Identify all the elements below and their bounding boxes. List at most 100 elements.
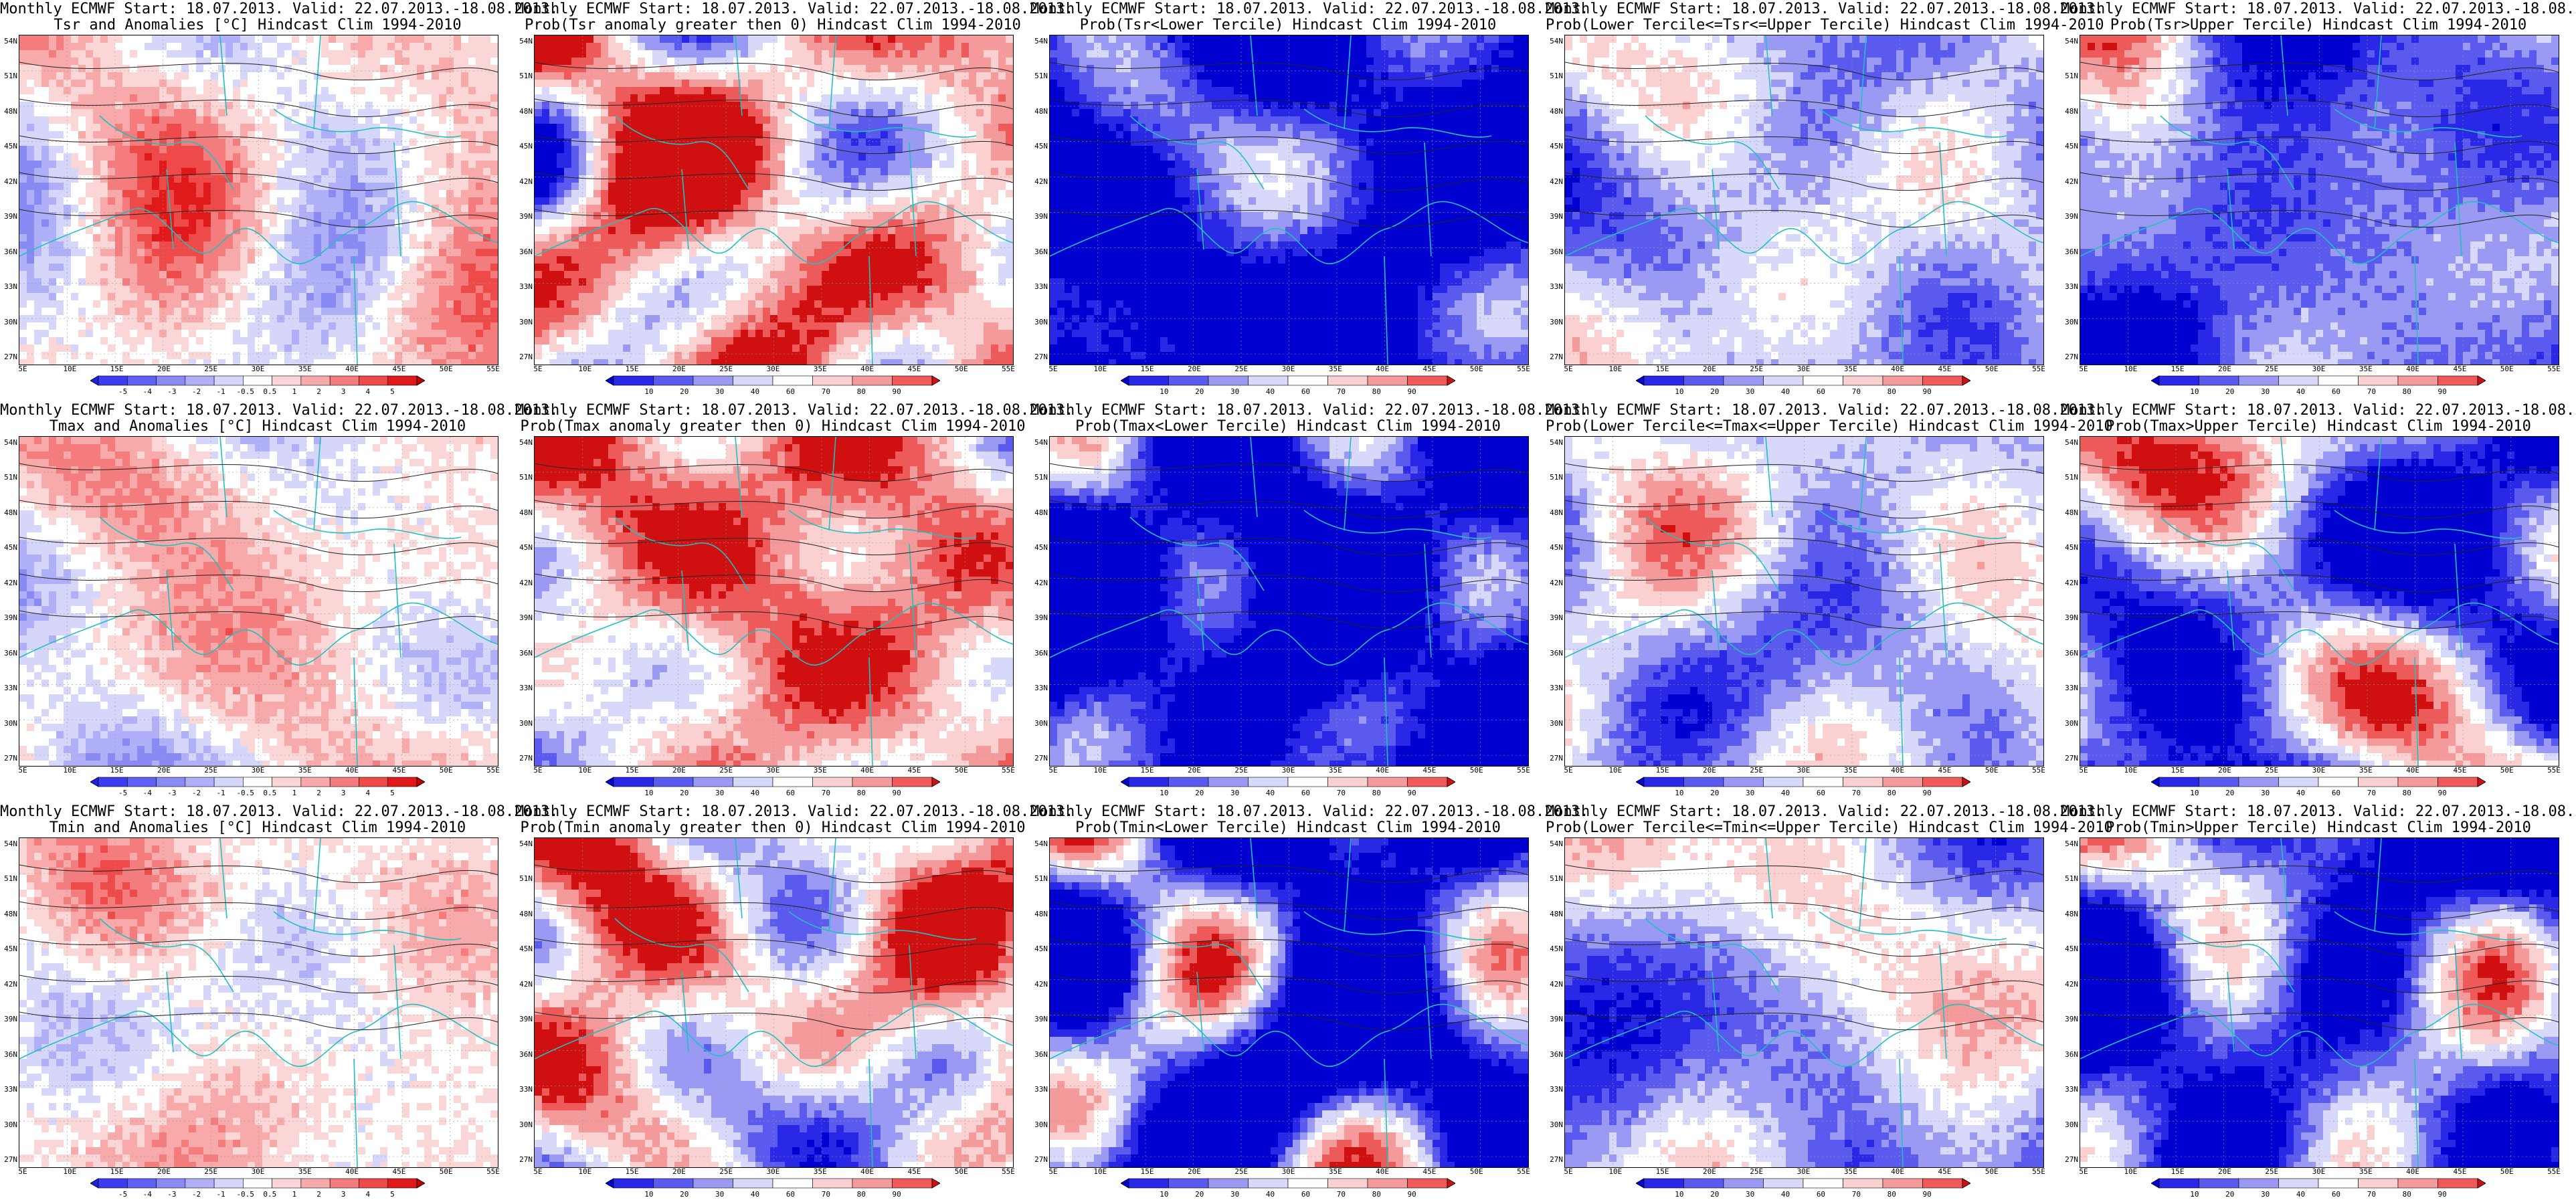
map-panel: Monthly ECMWF Start: 18.07.2013. Valid: …: [1030, 803, 1588, 1204]
latitude-label: 39N: [0, 614, 17, 622]
colorbar-tick-label: 30: [1230, 388, 1239, 396]
latitude-label: 33N: [1030, 684, 1048, 692]
coastline-borders: [1050, 35, 1528, 365]
forecast-field-plot: [535, 35, 1013, 365]
colorbar-tick-label: 30: [2261, 789, 2270, 797]
climatology-contour: [19, 62, 498, 81]
longitude-label: 25E: [719, 365, 733, 373]
latitude-label: 51N: [1030, 72, 1048, 80]
climatology-contour: [1565, 975, 2043, 994]
colorbar-tick-label: 70: [2367, 388, 2376, 396]
longitude-label: 30E: [1797, 1168, 1811, 1176]
latitude-label: 54N: [1546, 37, 1563, 45]
forecast-map: [19, 35, 498, 365]
climatology-contour: [19, 1011, 498, 1031]
climatology-contour: [19, 901, 498, 920]
latitude-label: 27N: [1546, 353, 1563, 361]
longitude-label: 25E: [1234, 767, 1248, 775]
latitude-label: 30N: [515, 719, 533, 728]
longitude-label: 55E: [1517, 767, 1530, 775]
map-panel: Monthly ECMWF Start: 18.07.2013. Valid: …: [1546, 0, 2104, 401]
latitude-label: 45N: [0, 945, 17, 953]
colorbar-tick-label: 60: [2332, 789, 2340, 797]
latitude-label: 42N: [1030, 579, 1048, 587]
climatology-contour: [535, 610, 1013, 629]
longitude-label: 35E: [1844, 365, 1857, 373]
latitude-label: 48N: [1030, 107, 1048, 116]
climatology-contour: [1050, 901, 1528, 920]
longitude-label: 25E: [204, 767, 217, 775]
colorbar: [1120, 375, 1456, 387]
longitude-label: 45E: [1422, 365, 1436, 373]
coastline-borders: [19, 35, 498, 365]
colorbar-tick-label: 20: [680, 789, 688, 797]
longitude-label: 25E: [1750, 1168, 1763, 1176]
latitude-label: 39N: [1030, 213, 1048, 221]
forecast-map: [19, 837, 498, 1168]
climatology-contour: [2080, 135, 2559, 155]
panel-title-run: Monthly ECMWF Start: 18.07.2013. Valid: …: [2061, 804, 2576, 820]
climatology-contour: [19, 864, 498, 884]
latitude-label: 39N: [515, 614, 533, 622]
longitude-label: 50E: [2500, 1168, 2514, 1176]
colorbar-tick-label: 10: [1160, 1191, 1168, 1199]
latitude-label: 30N: [0, 1120, 17, 1129]
forecast-field-plot: [2080, 35, 2559, 365]
latitude-label: 54N: [1546, 840, 1563, 848]
longitude-label: 40E: [2406, 365, 2419, 373]
longitude-label: 45E: [907, 365, 921, 373]
latitude-label: 33N: [515, 283, 533, 291]
climatology-contour: [1050, 536, 1528, 556]
longitude-label: 5E: [18, 767, 27, 775]
panel-title-variable: Prob(Lower Tercile<=Tmin<=Upper Tercile)…: [1546, 820, 2113, 836]
latitude-label: 27N: [1030, 353, 1048, 361]
latitude-label: 27N: [2061, 1156, 2078, 1164]
longitude-label: 5E: [533, 767, 542, 775]
longitude-label: 35E: [1844, 1168, 1857, 1176]
panel-title-run: Monthly ECMWF Start: 18.07.2013. Valid: …: [0, 1, 558, 17]
latitude-label: 45N: [1030, 142, 1048, 150]
longitude-label: 25E: [719, 1168, 733, 1176]
climatology-contour: [1565, 500, 2043, 519]
climatology-contour: [1050, 62, 1528, 81]
colorbar: [605, 776, 941, 788]
latitude-label: 54N: [2061, 37, 2078, 45]
latitude-label: 42N: [1030, 980, 1048, 989]
latitude-label: 42N: [515, 177, 533, 186]
longitude-label: 5E: [18, 365, 27, 373]
colorbar-tick-label: 80: [2403, 1191, 2411, 1199]
latitude-label: 30N: [1030, 1120, 1048, 1129]
longitude-label: 45E: [907, 767, 921, 775]
colorbar-tick-label: 40: [1266, 789, 1275, 797]
forecast-map: [1564, 436, 2044, 767]
longitude-label: 25E: [719, 767, 733, 775]
longitude-label: 15E: [110, 767, 124, 775]
latitude-label: 33N: [1030, 1086, 1048, 1094]
climatology-contour: [535, 938, 1013, 957]
colorbar-tick-label: -2: [192, 388, 201, 396]
climatology-contour: [1565, 864, 2043, 884]
forecast-field-plot: [1050, 838, 1528, 1167]
colorbar-tick-label: -1: [216, 1191, 225, 1199]
longitude-label: 30E: [1282, 1168, 1295, 1176]
latitude-label: 45N: [1546, 142, 1563, 150]
longitude-label: 35E: [298, 365, 312, 373]
longitude-label: 35E: [814, 1168, 827, 1176]
longitude-label: 40E: [1376, 365, 1389, 373]
colorbar-tick-label: -0.5: [236, 789, 254, 797]
latitude-label: 51N: [2061, 72, 2078, 80]
latitude-label: 39N: [2061, 614, 2078, 622]
colorbar-tick-label: 30: [715, 388, 724, 396]
colorbar-tick-label: 10: [644, 789, 653, 797]
colorbar-tick-label: 20: [2225, 1191, 2234, 1199]
forecast-map: [1049, 35, 1529, 365]
colorbar: [90, 375, 426, 387]
latitude-label: 42N: [1030, 177, 1048, 186]
colorbar-tick-label: 90: [892, 1191, 901, 1199]
panel-title-variable: Prob(Tsr anomaly greater then 0) Hindcas…: [515, 17, 1030, 33]
colorbar-tick-label: 10: [1160, 789, 1168, 797]
longitude-label: 20E: [2218, 767, 2231, 775]
map-panel: Monthly ECMWF Start: 18.07.2013. Valid: …: [2061, 401, 2576, 803]
longitude-label: 15E: [626, 767, 639, 775]
latitude-label: 30N: [0, 719, 17, 728]
